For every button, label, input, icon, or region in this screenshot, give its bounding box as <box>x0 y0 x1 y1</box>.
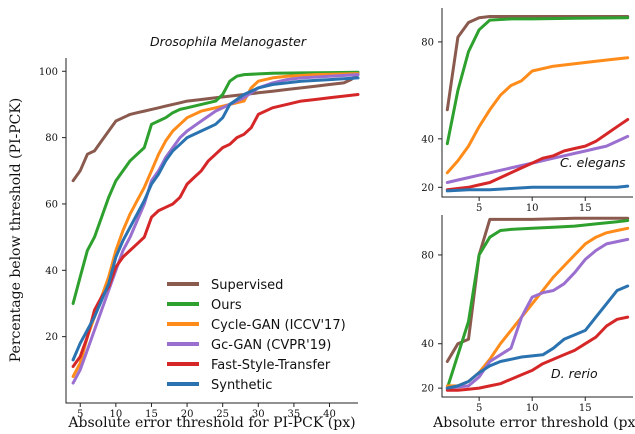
legend-label-ours: Ours <box>211 298 242 313</box>
celegans-x-tick-label: 10 <box>526 203 539 214</box>
drerio-y-tick-label: 20 <box>421 384 434 395</box>
main-y-tick-label: 20 <box>45 332 58 343</box>
celegans-annotation: C. elegans <box>560 155 626 170</box>
drerio-chart: 5 10 15 20 40 80 D. rerio Absolute error thre… <box>421 215 635 431</box>
drerio-series-gc-gan-cvpr-19 <box>445 237 630 390</box>
celegans-x-tick-label: 15 <box>579 203 592 214</box>
celegans-series-cycle-gan-iccv-17 <box>445 56 630 175</box>
drerio-x-tick-label: 5 <box>476 403 482 414</box>
main-series-cycle-gan-iccv-17 <box>71 72 360 378</box>
celegans-axis-frame <box>441 8 633 198</box>
drerio-ticks: 5 10 15 20 40 80 <box>421 250 591 414</box>
celegans-series-ours <box>445 16 630 146</box>
legend-label-cyclegan: Cycle-GAN (ICCV'17) <box>211 318 346 333</box>
drerio-x-axis-label: Absolute error threshold (px) <box>432 415 635 431</box>
celegans-ticks: 5 10 15 20 40 80 <box>421 37 591 214</box>
main-series-synthetic <box>71 76 360 362</box>
celegans-series-group <box>445 15 630 193</box>
celegans-series-fast-style-transfer <box>445 118 630 192</box>
main-x-tick-label: 20 <box>181 409 194 420</box>
celegans-y-tick-label: 80 <box>421 37 434 48</box>
legend-label-fast-style: Fast-Style-Transfer <box>211 358 331 373</box>
legend: Supervised Ours Cycle-GAN (ICCV'17) Gc-G… <box>167 278 346 393</box>
main-y-tick-label: 100 <box>39 67 58 78</box>
drerio-series-cycle-gan-iccv-17 <box>445 226 630 388</box>
celegans-chart: 5 10 15 20 40 80 C. elegans <box>421 8 633 214</box>
drerio-annotation: D. rerio <box>551 366 598 381</box>
drerio-x-tick-label: 15 <box>579 403 592 414</box>
legend-label-gcgan: Gc-GAN (CVPR'19) <box>211 338 331 353</box>
celegans-y-tick-label: 20 <box>421 183 434 194</box>
drerio-x-tick-label: 10 <box>526 403 539 414</box>
drerio-series-fast-style-transfer <box>445 315 630 392</box>
main-series-ours <box>71 70 360 305</box>
celegans-x-tick-label: 5 <box>476 203 482 214</box>
main-x-tick-label: 30 <box>252 409 265 420</box>
legend-label-synthetic: Synthetic <box>211 378 272 393</box>
main-x-axis-label: Absolute error threshold for PI-PCK (px) <box>67 415 355 431</box>
celegans-series-synthetic <box>445 184 630 193</box>
celegans-y-tick-label: 40 <box>421 134 434 145</box>
main-x-tick-label: 5 <box>77 409 83 420</box>
main-chart-title: Drosophila Melanogaster <box>150 34 307 49</box>
main-x-tick-label: 40 <box>323 409 336 420</box>
main-y-tick-label: 60 <box>45 199 58 210</box>
main-x-tick-label: 15 <box>145 409 158 420</box>
drerio-y-tick-label: 80 <box>421 250 434 261</box>
drerio-y-tick-label: 40 <box>421 339 434 350</box>
main-y-tick-label: 40 <box>45 266 58 277</box>
main-x-tick-label: 25 <box>216 409 229 420</box>
drerio-series-group <box>445 216 630 392</box>
main-x-tick-label: 35 <box>288 409 301 420</box>
main-y-axis-label: Percentage below threshold (PI-PCK) <box>8 98 24 363</box>
main-series-supervised <box>71 73 360 183</box>
main-series-group <box>71 70 360 385</box>
drerio-axis-frame <box>441 215 633 398</box>
main-y-tick-label: 80 <box>45 133 58 144</box>
main-grid-ticks: 5 10 15 20 25 30 35 40 20 40 60 80 100 <box>39 67 336 420</box>
drerio-series-ours <box>445 219 630 390</box>
drerio-series-synthetic <box>445 284 630 390</box>
celegans-series-supervised <box>445 15 630 112</box>
legend-label-supervised: Supervised <box>211 278 283 293</box>
main-series-fast-style-transfer <box>71 93 360 368</box>
main-chart: Drosophila Melanogaster 5 10 15 20 25 30 35 40 2… <box>8 34 360 431</box>
main-axis-frame <box>65 58 358 404</box>
main-x-tick-label: 10 <box>109 409 122 420</box>
